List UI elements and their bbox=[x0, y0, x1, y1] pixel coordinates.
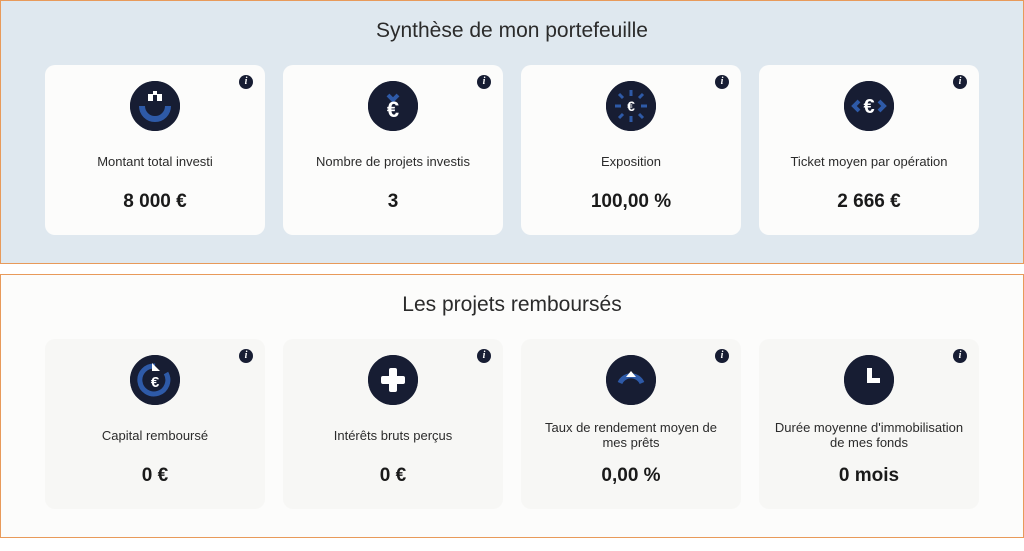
info-icon[interactable]: i bbox=[953, 349, 967, 363]
svg-text:€: € bbox=[627, 98, 635, 114]
info-icon[interactable]: i bbox=[477, 349, 491, 363]
spark-euro-icon: € bbox=[606, 81, 656, 131]
info-icon[interactable]: i bbox=[953, 75, 967, 89]
avg-ticket-value: 2 666 € bbox=[837, 191, 900, 213]
info-icon[interactable]: i bbox=[715, 75, 729, 89]
exposure-card: i € Exposition 100,00 % bbox=[521, 65, 741, 235]
reimbursed-cards-row: i € Capital remboursé 0 € i bbox=[31, 339, 993, 509]
capital-reimbursed-card: i € Capital remboursé 0 € bbox=[45, 339, 265, 509]
up-arrow-icon bbox=[606, 355, 656, 405]
avg-yield-label: Taux de rendement moyen de mes prêts bbox=[533, 419, 729, 451]
avg-duration-card: i Durée moyenne d'immobilisation de mes … bbox=[759, 339, 979, 509]
gross-interest-value: 0 € bbox=[380, 465, 406, 487]
avg-duration-label: Durée moyenne d'immobilisation de mes fo… bbox=[771, 419, 967, 451]
reimbursed-projects-title: Les projets remboursés bbox=[31, 293, 993, 317]
smile-euro-icon bbox=[130, 81, 180, 131]
portfolio-cards-row: i Montant total investi 8 000 € i € bbox=[31, 65, 993, 235]
total-invested-card: i Montant total investi 8 000 € bbox=[45, 65, 265, 235]
svg-text:€: € bbox=[863, 96, 874, 118]
avg-duration-value: 0 mois bbox=[839, 465, 899, 487]
gross-interest-card: i Intérêts bruts perçus 0 € bbox=[283, 339, 503, 509]
info-icon[interactable]: i bbox=[477, 75, 491, 89]
exposure-value: 100,00 % bbox=[591, 191, 671, 213]
plus-icon bbox=[368, 355, 418, 405]
gross-interest-label: Intérêts bruts perçus bbox=[334, 419, 453, 451]
capital-reimbursed-label: Capital remboursé bbox=[102, 419, 208, 451]
info-icon[interactable]: i bbox=[715, 349, 729, 363]
heart-euro-icon: € bbox=[368, 81, 418, 131]
info-icon[interactable]: i bbox=[239, 349, 253, 363]
projects-count-label: Nombre de projets investis bbox=[316, 145, 470, 177]
projects-count-value: 3 bbox=[388, 191, 399, 213]
capital-reimbursed-value: 0 € bbox=[142, 465, 168, 487]
svg-text:€: € bbox=[387, 97, 399, 122]
projects-count-card: i € Nombre de projets investis 3 bbox=[283, 65, 503, 235]
svg-text:€: € bbox=[151, 374, 160, 391]
arrows-euro-icon: € bbox=[844, 81, 894, 131]
avg-yield-card: i Taux de rendement moyen de mes prêts 0… bbox=[521, 339, 741, 509]
avg-yield-value: 0,00 % bbox=[601, 465, 660, 487]
return-euro-icon: € bbox=[130, 355, 180, 405]
portfolio-summary-title: Synthèse de mon portefeuille bbox=[31, 19, 993, 43]
portfolio-summary-section: Synthèse de mon portefeuille i Montant t… bbox=[0, 0, 1024, 264]
avg-ticket-label: Ticket moyen par opération bbox=[790, 145, 947, 177]
exposure-label: Exposition bbox=[601, 145, 661, 177]
clock-icon bbox=[844, 355, 894, 405]
reimbursed-projects-section: Les projets remboursés i € Capital rembo… bbox=[0, 274, 1024, 538]
total-invested-label: Montant total investi bbox=[97, 145, 213, 177]
total-invested-value: 8 000 € bbox=[123, 191, 186, 213]
avg-ticket-card: i € Ticket moyen par opération 2 666 € bbox=[759, 65, 979, 235]
info-icon[interactable]: i bbox=[239, 75, 253, 89]
